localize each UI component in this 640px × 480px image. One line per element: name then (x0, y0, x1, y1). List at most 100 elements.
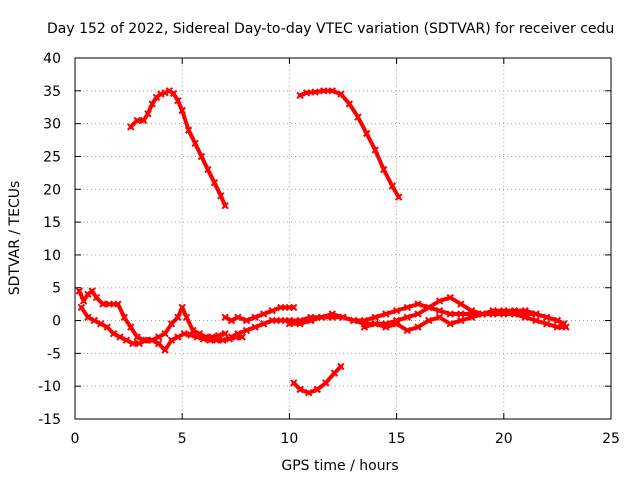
y-tick-label: -10 (38, 379, 61, 395)
data-point (403, 303, 412, 312)
data-point (187, 331, 195, 339)
data-point (174, 333, 182, 341)
data-point (317, 313, 326, 322)
data-point (75, 287, 84, 295)
data-point (212, 336, 221, 344)
data-point (296, 385, 304, 394)
data-point (133, 116, 141, 125)
data-point (362, 129, 371, 138)
data-point (553, 323, 562, 331)
data-point (521, 306, 529, 315)
data-point (167, 336, 176, 344)
data-point (388, 182, 397, 190)
data-point (354, 113, 362, 121)
x-tick-label: 15 (388, 431, 406, 447)
data-point (371, 313, 379, 322)
data-point (109, 329, 118, 338)
data-point (191, 139, 199, 148)
data-point (337, 362, 345, 371)
data-point (148, 100, 156, 108)
data-point (521, 313, 529, 322)
data-point (330, 369, 339, 377)
data-point (328, 310, 337, 318)
data-point (193, 333, 201, 341)
data-point (184, 126, 193, 134)
data-point (360, 323, 369, 331)
data-point (259, 320, 268, 328)
data-point (467, 313, 476, 322)
data-point (302, 89, 311, 97)
data-point (435, 297, 444, 305)
data-point (114, 300, 122, 308)
x-axis-title: GPS time / hours (281, 458, 398, 474)
data-point (467, 306, 476, 315)
x-tick-label: 25 (602, 431, 620, 447)
data-point (371, 320, 379, 328)
data-point (178, 106, 186, 115)
grid (75, 58, 611, 419)
data-point (553, 316, 562, 325)
data-point (277, 316, 285, 325)
data-point (394, 193, 403, 201)
data-point (382, 310, 390, 318)
data-point (242, 316, 251, 325)
y-axis-title: SDTVAR / TECUs (7, 181, 23, 296)
data-point (296, 320, 304, 328)
data-point (425, 316, 433, 325)
data-point (435, 306, 444, 315)
data-point (154, 333, 163, 341)
data-point (178, 303, 186, 312)
y-tick-label: 10 (43, 248, 61, 264)
data-point (96, 320, 105, 328)
data-point (116, 333, 124, 341)
y-tick-label: 20 (43, 182, 61, 198)
data-point (322, 379, 330, 387)
data-point (182, 313, 191, 322)
y-tick-label: 25 (43, 149, 61, 165)
data-point (180, 329, 189, 338)
data-point (478, 310, 487, 318)
chart-title: Day 152 of 2022, Sidereal Day-to-day VTE… (47, 21, 614, 37)
data-series (75, 87, 570, 397)
data-point (379, 165, 388, 174)
data-point (345, 100, 354, 108)
data-point (144, 110, 152, 118)
data-point (285, 320, 294, 328)
data-point (425, 303, 433, 312)
data-point (77, 303, 86, 312)
data-point (304, 388, 313, 397)
data-point (129, 339, 137, 348)
data-point (227, 333, 236, 341)
data-point (446, 310, 454, 318)
data-point (126, 123, 135, 131)
data-point (307, 316, 315, 325)
data-point (532, 316, 540, 325)
data-point (105, 300, 114, 308)
data-point (210, 178, 219, 187)
series-line-arc-high-2 (298, 88, 401, 200)
series-line-arc-high-1 (128, 88, 228, 208)
data-point (328, 87, 337, 95)
data-point (435, 313, 444, 322)
x-tick-label: 10 (280, 431, 298, 447)
data-point (337, 90, 345, 98)
data-point (296, 91, 304, 100)
data-point (392, 306, 401, 315)
data-point (489, 306, 497, 315)
data-point (92, 293, 101, 302)
data-point (403, 313, 412, 322)
data-point (122, 336, 131, 344)
series-line-arc-near-zero-1 (77, 289, 228, 343)
data-point (88, 287, 96, 295)
data-point (135, 339, 144, 348)
data-point (154, 339, 163, 348)
data-point (167, 320, 176, 328)
data-point (103, 323, 111, 331)
data-point (199, 335, 208, 343)
x-tick-label: 5 (178, 431, 187, 447)
x-tick-labels: 0 5 10 15 20 25 (71, 431, 620, 447)
data-point (79, 297, 88, 305)
y-tick-label: 30 (43, 117, 61, 133)
data-point (510, 306, 519, 315)
